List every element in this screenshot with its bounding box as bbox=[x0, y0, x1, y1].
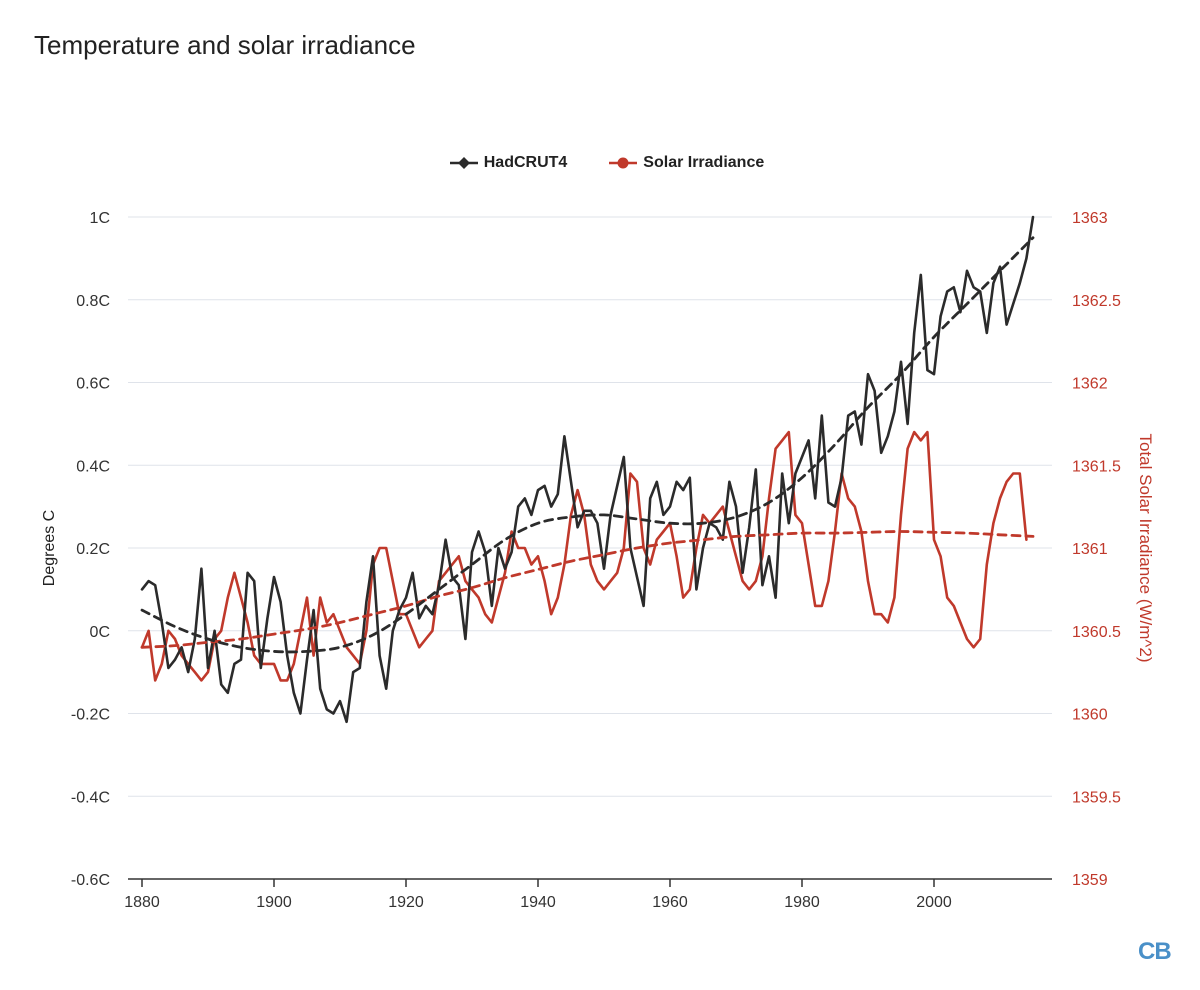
right-tick-label: 1359.5 bbox=[1072, 789, 1121, 806]
legend-item-hadcrut[interactable]: HadCRUT4 bbox=[449, 154, 568, 172]
grid-lines bbox=[128, 216, 1052, 797]
legend-label-solar: Solar Irradiance bbox=[643, 154, 765, 171]
series-layer bbox=[140, 215, 1035, 724]
left-axis-label: Degrees C bbox=[41, 510, 58, 586]
left-tick-label: 0.8C bbox=[76, 293, 110, 310]
solar-marker-icon bbox=[609, 157, 638, 169]
right-tick-label: 1360.5 bbox=[1072, 624, 1121, 641]
left-tick-label: 0.2C bbox=[76, 541, 110, 558]
left-tick-label: -0.4C bbox=[71, 789, 110, 806]
x-tick-label: 1920 bbox=[388, 894, 424, 911]
chart-title: Temperature and solar irradiance bbox=[34, 30, 416, 60]
x-tick-label: 1960 bbox=[652, 894, 688, 911]
hadcrut-marker-icon bbox=[449, 157, 478, 169]
right-tick-label: 1362 bbox=[1072, 376, 1108, 393]
right-tick-label: 1359 bbox=[1072, 872, 1108, 889]
left-tick-label: 1C bbox=[90, 210, 110, 227]
legend-label-hadcrut: HadCRUT4 bbox=[483, 154, 568, 171]
x-axis-ticks: 1880 1900 1920 1940 1960 1980 2000 bbox=[124, 879, 952, 911]
solar-series-line bbox=[140, 430, 1028, 682]
left-tick-label: -0.6C bbox=[71, 872, 110, 889]
x-tick-label: 1900 bbox=[256, 894, 292, 911]
right-axis-label: Total Solar Irradiance (W/m^2) bbox=[1136, 433, 1155, 662]
left-tick-label: 0C bbox=[90, 624, 110, 641]
right-tick-label: 1361 bbox=[1072, 541, 1108, 558]
right-tick-label: 1360 bbox=[1072, 707, 1108, 724]
left-tick-label: 0.4C bbox=[76, 458, 110, 475]
left-axis-ticks: -0.6C -0.4C -0.2C 0C 0.2C 0.4C 0.6C 0.8C 1C bbox=[71, 210, 110, 889]
hadcrut-series-line bbox=[140, 215, 1035, 724]
x-tick-label: 2000 bbox=[916, 894, 952, 911]
legend-item-solar[interactable]: Solar Irradiance bbox=[609, 154, 764, 172]
x-tick-label: 1940 bbox=[520, 894, 556, 911]
hadcrut-trend-line bbox=[140, 236, 1035, 654]
left-tick-label: 0.6C bbox=[76, 376, 110, 393]
right-tick-label: 1363 bbox=[1072, 210, 1108, 227]
carbonbrief-logo: CB bbox=[1138, 938, 1172, 965]
legend: HadCRUT4 Solar Irradiance bbox=[0, 150, 1200, 176]
right-tick-label: 1361.5 bbox=[1072, 458, 1121, 475]
left-tick-label: -0.2C bbox=[71, 707, 110, 724]
right-axis-ticks: 1359 1359.5 1360 1360.5 1361 1361.5 1362 1362.5… bbox=[1072, 210, 1121, 889]
solar-trend-line bbox=[140, 530, 1035, 649]
x-tick-label: 1980 bbox=[784, 894, 820, 911]
x-tick-label: 1880 bbox=[124, 894, 160, 911]
right-tick-label: 1362.5 bbox=[1072, 293, 1121, 310]
